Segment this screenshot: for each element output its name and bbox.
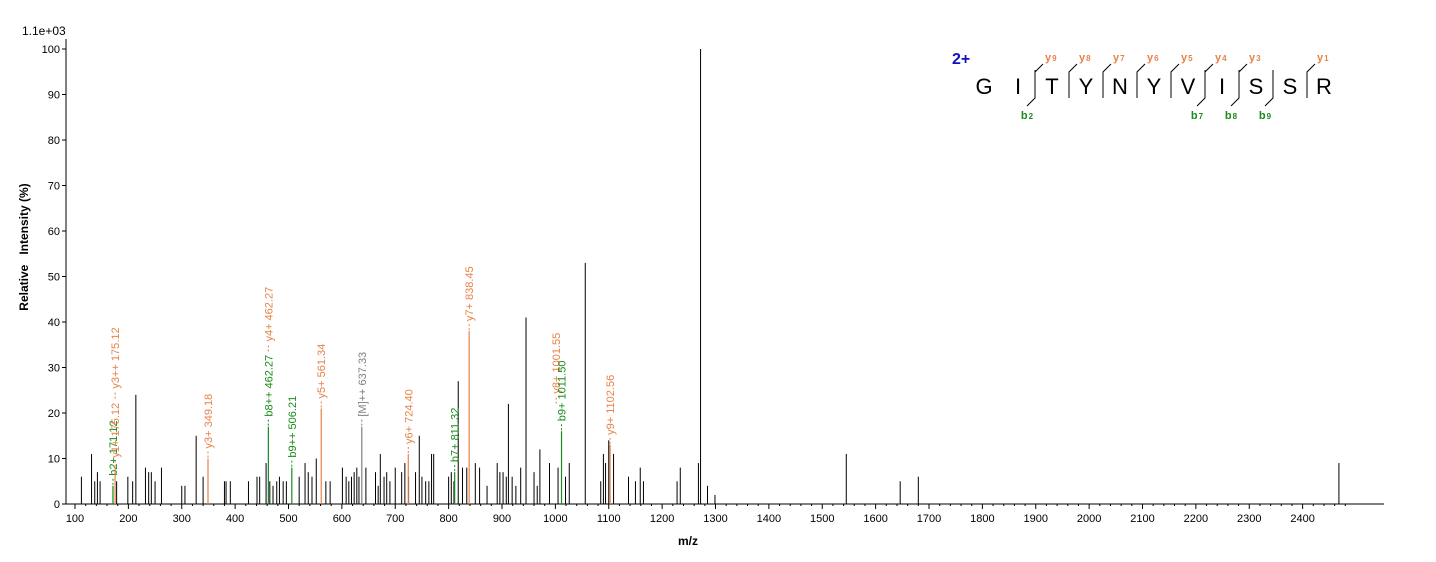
x-tick-label: 1500	[810, 513, 834, 525]
x-tick-label: 1600	[863, 513, 887, 525]
x-tick-label: 1400	[757, 513, 781, 525]
x-tick-label: 1800	[970, 513, 994, 525]
b-ion-marker	[1264, 70, 1274, 107]
residue: T	[1045, 74, 1058, 99]
y-tick-label: 50	[48, 272, 60, 284]
y-ion-marker	[1068, 63, 1078, 98]
b-ion-marker	[1196, 70, 1206, 107]
x-tick-label: 2000	[1077, 513, 1101, 525]
peak-label: [M]++ 637.33	[357, 352, 369, 417]
peak-label: b8++ 462.27	[263, 355, 275, 417]
x-tick-label: 500	[279, 513, 297, 525]
residue: Y	[1079, 74, 1094, 99]
x-tick-label: 2300	[1237, 513, 1261, 525]
b-ion-label: b7	[1191, 110, 1204, 122]
y-ion-label: y9	[1045, 52, 1057, 64]
residue: Y	[1147, 74, 1162, 99]
scale-label: 1.1e+03	[22, 24, 66, 38]
peak-label: y3+ 349.18	[203, 394, 215, 449]
peak-label: y7+ 838.45	[464, 266, 476, 321]
y-tick-label: 10	[48, 454, 60, 466]
y-tick-label: 30	[48, 363, 60, 375]
peak-label: b2+ 171.12	[108, 420, 120, 475]
y-ion-label: y1	[1317, 52, 1329, 64]
residue: G	[975, 74, 992, 99]
y-tick-label: 70	[48, 181, 60, 193]
y-axis-title: Relative Intensity (%)	[17, 183, 31, 310]
peak-series	[80, 49, 1340, 504]
x-tick-label: 400	[226, 513, 244, 525]
peak-label: b9+ 1011.50	[557, 361, 569, 422]
peak-label: y9+ 1102.56	[605, 375, 617, 435]
x-tick-label: 100	[66, 513, 84, 525]
x-tick-label: 900	[493, 513, 511, 525]
x-tick-label: 2100	[1130, 513, 1154, 525]
b-ion-label: b9	[1259, 110, 1272, 122]
x-axis: 100 200 300 400 500 600 700 800 900 1000 1100 1200 1…	[66, 503, 1384, 525]
y-tick-label: 20	[48, 408, 60, 420]
x-tick-label: 800	[439, 513, 457, 525]
x-tick-label: 1300	[703, 513, 727, 525]
y-ion-marker	[1136, 63, 1146, 98]
y-ion-marker	[1204, 63, 1214, 98]
y-tick-label: 40	[48, 317, 60, 329]
x-tick-label: 1100	[597, 513, 621, 525]
y-tick-label: 60	[48, 226, 60, 238]
peak-label: b7+ 811.32	[450, 408, 462, 463]
y-ion-label: y8	[1079, 52, 1091, 64]
x-tick-label: 2400	[1290, 513, 1314, 525]
peak-label: y8+ 1001.55	[551, 333, 563, 394]
x-tick-label: 2200	[1184, 513, 1208, 525]
charge-state: 2+	[952, 51, 970, 68]
y-ion-label: y6	[1147, 52, 1159, 64]
b-ion-label: b8	[1225, 110, 1238, 122]
x-tick-label: 1900	[1024, 513, 1048, 525]
residue: S	[1249, 74, 1264, 99]
y-ion-label: y3	[1249, 52, 1261, 64]
peak-label: y6+ 724.40	[403, 389, 415, 444]
peak-label: y5+ 561.34	[316, 344, 328, 399]
y-ion-marker	[1102, 63, 1112, 98]
peak-label: y4+ 462.27	[263, 287, 275, 342]
x-tick-label: 700	[386, 513, 404, 525]
residue: I	[1219, 74, 1225, 99]
y-tick-label: 100	[42, 44, 60, 56]
residue: V	[1181, 74, 1196, 99]
x-tick-label: 1200	[650, 513, 674, 525]
residue: R	[1316, 74, 1332, 99]
peak-label: y3++ 175.12	[110, 327, 122, 388]
residue: S	[1283, 74, 1298, 99]
x-tick-label: 1700	[917, 513, 941, 525]
y-ion-marker	[1034, 63, 1044, 98]
y-axis: 0 10 20 30 40 50 60 70 80 90 100	[42, 39, 67, 511]
x-axis-title: m/z	[678, 534, 698, 548]
y-ion-label: y4	[1215, 52, 1227, 64]
x-tick-label: 600	[333, 513, 351, 525]
b-ion-marker	[1230, 70, 1240, 107]
x-tick-label: 200	[119, 513, 137, 525]
x-tick-label: 1000	[543, 513, 567, 525]
residue: N	[1112, 74, 1128, 99]
y-ion-marker	[1170, 63, 1180, 98]
y-ion-label: y7	[1113, 52, 1125, 64]
residue: I	[1015, 74, 1021, 99]
b-ion-marker	[1026, 70, 1036, 107]
y-tick-label: 80	[48, 135, 60, 147]
b-ion-label: b2	[1021, 110, 1034, 122]
peak-label: y1+ 175.12	[110, 403, 122, 458]
x-tick-label: 300	[173, 513, 191, 525]
y-ion-marker	[1306, 63, 1316, 98]
y-tick-label: 0	[54, 499, 60, 511]
peak-label: b9++ 506.21	[287, 396, 299, 458]
y-tick-label: 90	[48, 90, 60, 102]
y-ion-marker	[1238, 63, 1248, 98]
y-ion-label: y5	[1181, 52, 1193, 64]
